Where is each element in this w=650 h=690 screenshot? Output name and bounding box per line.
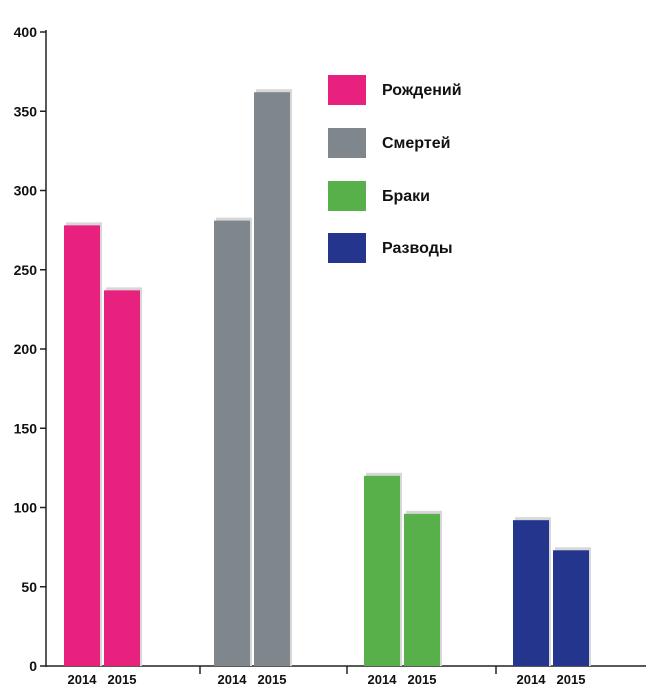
y-tick-label: 350 (14, 103, 38, 119)
x-tick-label: 2014 (368, 672, 398, 687)
x-tick-label: 2014 (517, 672, 547, 687)
legend-label: Смертей (382, 135, 450, 152)
legend-swatch (328, 233, 366, 263)
y-tick-label: 400 (14, 24, 38, 40)
bar-3-2014 (364, 475, 400, 666)
y-tick-label: 150 (14, 420, 38, 436)
x-tick-label: 2015 (108, 672, 137, 687)
legend-label: Разводы (382, 240, 453, 257)
legend-swatch (328, 75, 366, 105)
legend-label: Рождений (382, 82, 462, 99)
x-tick-label: 2014 (218, 672, 248, 687)
y-tick-label: 50 (21, 579, 37, 595)
x-tick-label: 2015 (408, 672, 437, 687)
y-tick-label: 100 (14, 500, 38, 516)
bar-3-2015 (404, 513, 440, 666)
y-tick-label: 300 (14, 183, 38, 199)
x-tick-label: 2015 (557, 672, 586, 687)
bar-1-2014 (64, 225, 100, 666)
legend-swatch (328, 128, 366, 158)
x-tick-label: 2014 (68, 672, 98, 687)
legend-label: Браки (382, 188, 430, 205)
y-tick-label: 200 (14, 341, 38, 357)
y-tick-label: 250 (14, 262, 38, 278)
bar-4-2015 (553, 550, 589, 666)
bar-2-2014 (214, 220, 250, 667)
bar-4-2014 (513, 520, 549, 666)
x-tick-label: 2015 (258, 672, 287, 687)
bar-2-2015 (254, 92, 290, 667)
y-tick-label: 0 (29, 658, 37, 674)
bar-1-2015 (104, 290, 140, 666)
legend-swatch (328, 181, 366, 211)
